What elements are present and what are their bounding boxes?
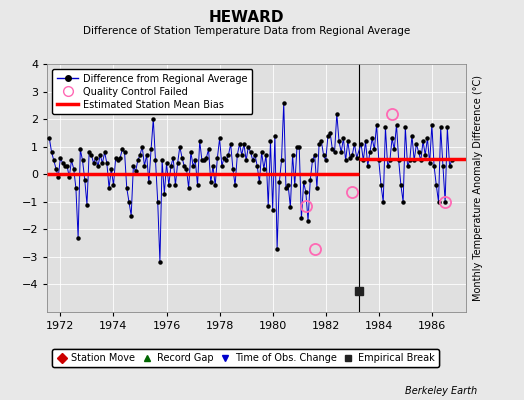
- Y-axis label: Monthly Temperature Anomaly Difference (°C): Monthly Temperature Anomaly Difference (…: [473, 75, 483, 301]
- Legend: Station Move, Record Gap, Time of Obs. Change, Empirical Break: Station Move, Record Gap, Time of Obs. C…: [52, 349, 439, 367]
- Text: Berkeley Earth: Berkeley Earth: [405, 386, 477, 396]
- Text: HEWARD: HEWARD: [209, 10, 284, 25]
- Text: Difference of Station Temperature Data from Regional Average: Difference of Station Temperature Data f…: [83, 26, 410, 36]
